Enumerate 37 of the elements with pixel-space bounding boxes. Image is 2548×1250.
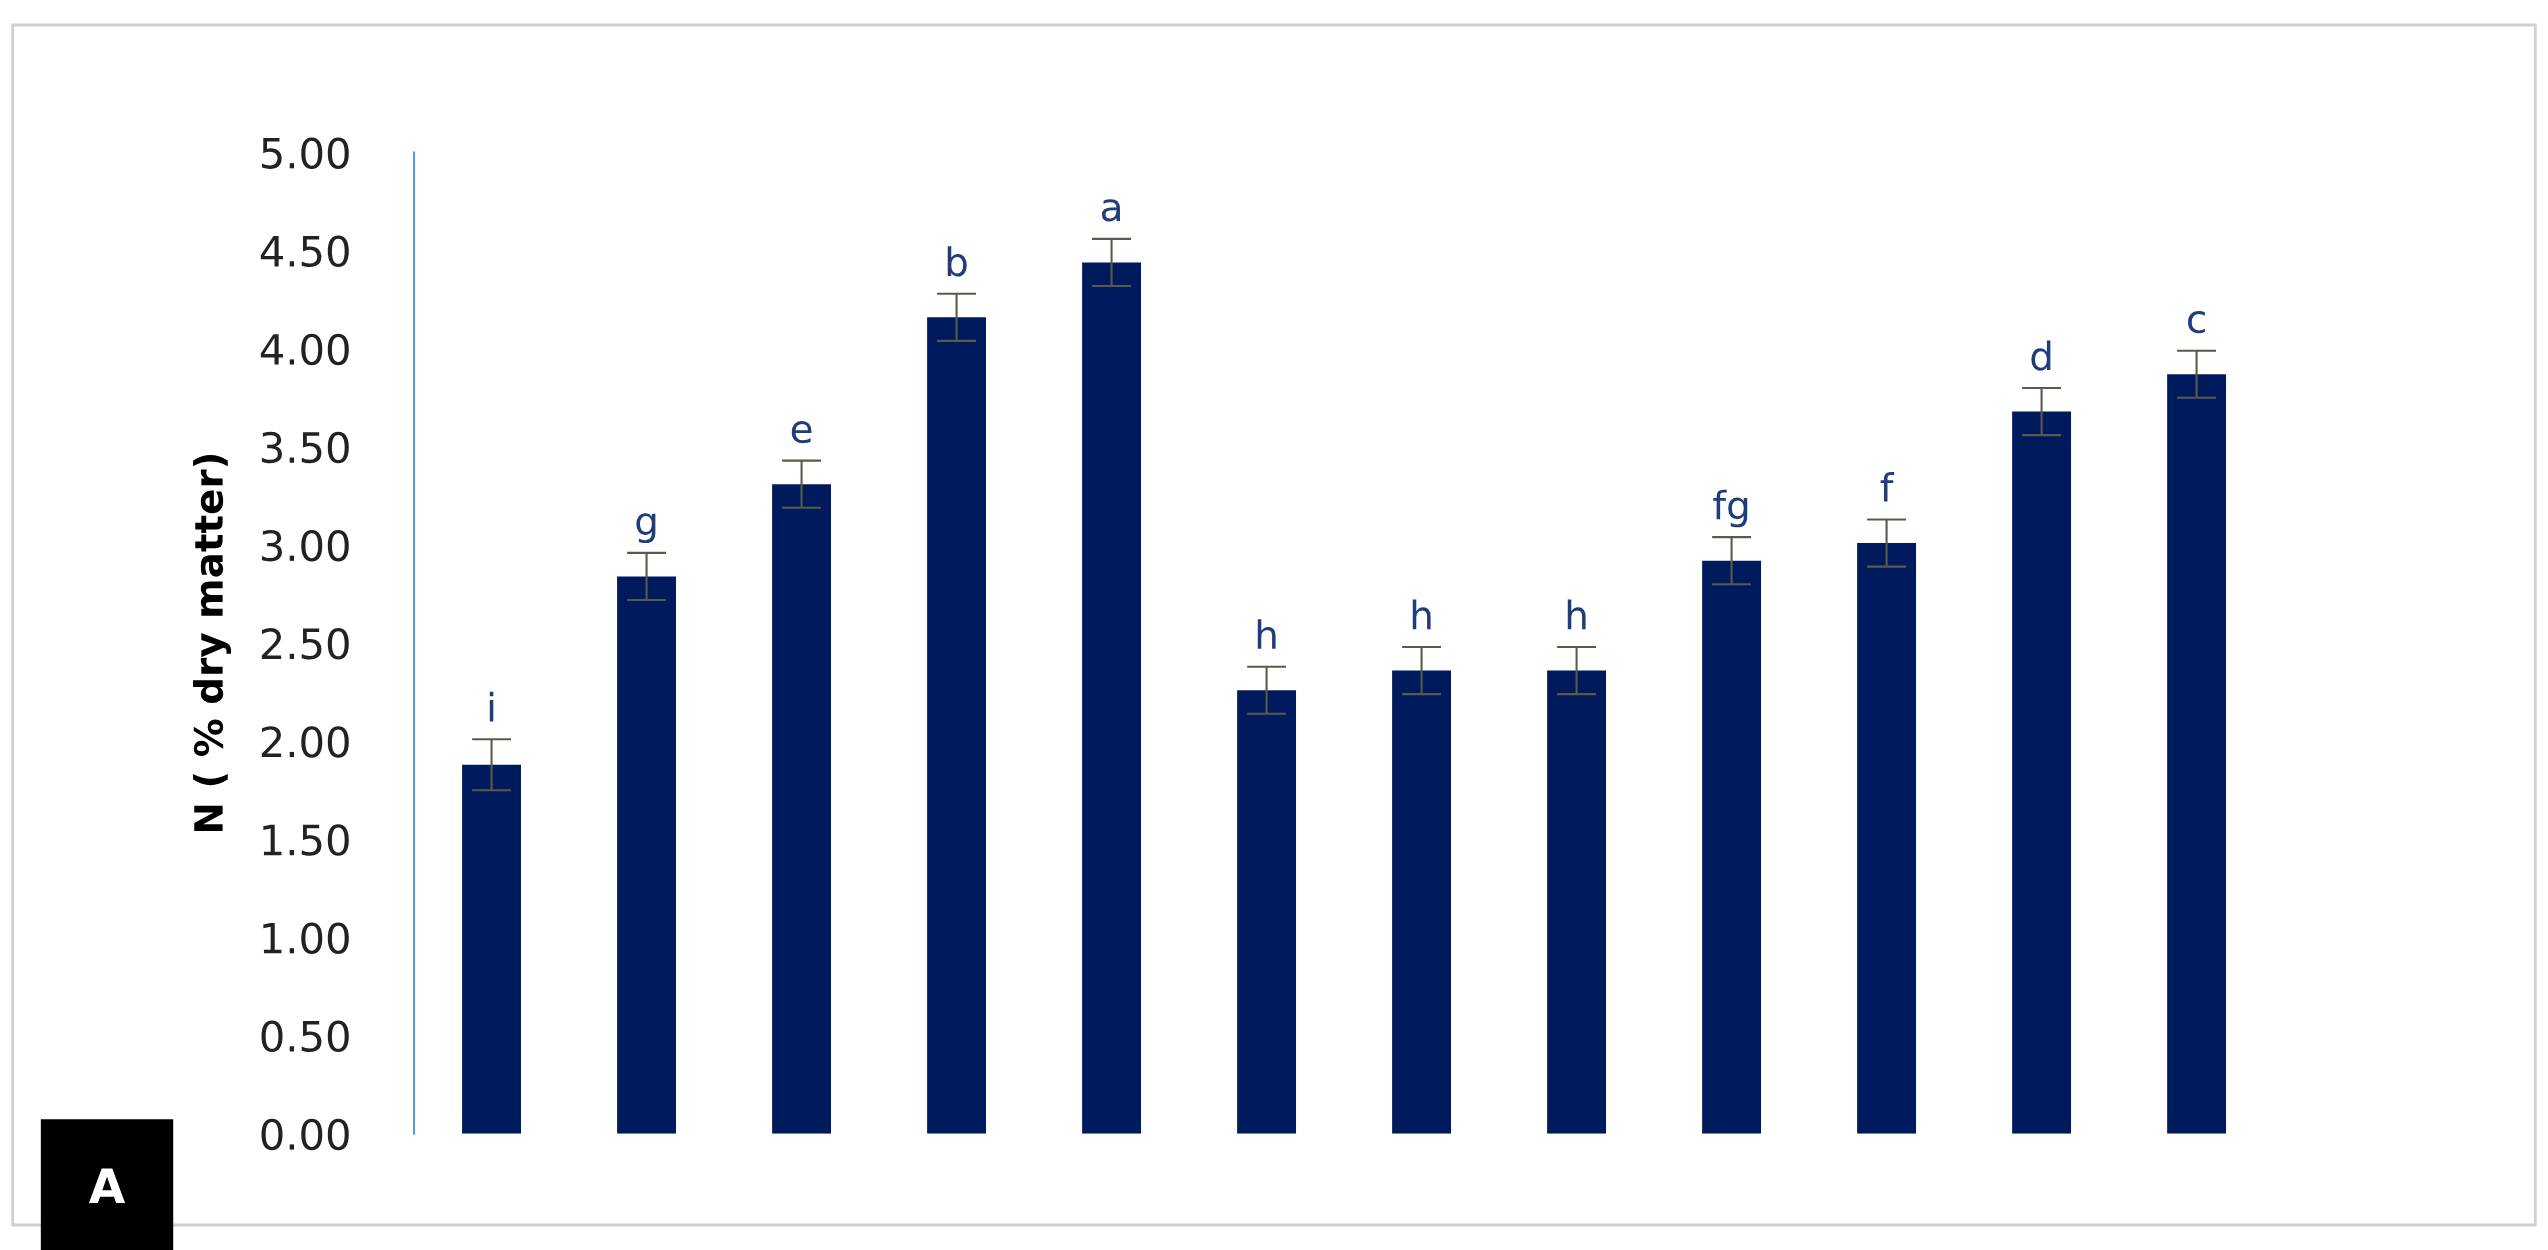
- data-label: f: [1880, 472, 1895, 502]
- data-label: g: [636, 513, 656, 544]
- bar: [927, 317, 987, 1134]
- y-tick-label: 2.00: [261, 726, 349, 758]
- data-label: a: [1101, 199, 1120, 222]
- data-label: h: [1567, 599, 1586, 630]
- y-tick-label: 4.50: [260, 235, 349, 268]
- data-label: e: [791, 420, 812, 444]
- y-tick-label: 1.00: [263, 922, 349, 954]
- bar: [1702, 560, 1762, 1134]
- data-label: d: [2031, 340, 2051, 371]
- bar: [772, 484, 832, 1134]
- bar: [2167, 374, 2227, 1134]
- bar: [2012, 411, 2072, 1134]
- text: A: [88, 1168, 126, 1204]
- y-tick-label: 0.00: [261, 1118, 349, 1151]
- y-tick-label: 4.00: [260, 333, 349, 366]
- data-label: i: [489, 691, 494, 722]
- data-label: h: [1257, 619, 1276, 649]
- bar: [462, 764, 521, 1134]
- bar: [1082, 262, 1142, 1134]
- y-tick-label: 5.00: [261, 137, 349, 169]
- bar: [1547, 670, 1607, 1134]
- data-label: b: [947, 246, 967, 277]
- y-tick-label: 1.50: [263, 824, 349, 856]
- data-label: c: [2188, 311, 2205, 334]
- y-axis-title: N ( % dry matter): [193, 454, 231, 832]
- y-tick-label: 2.50: [261, 628, 349, 660]
- y-tick-label: 3.50: [261, 431, 349, 464]
- bar: [1857, 543, 1917, 1134]
- bar: [1237, 690, 1297, 1134]
- bar: [617, 576, 677, 1134]
- y-tick-label: 3.00: [261, 529, 349, 562]
- y-tick-label: 0.50: [261, 1020, 349, 1053]
- data-label: h: [1412, 599, 1431, 630]
- bar: [1392, 670, 1452, 1134]
- data-label: fg: [1713, 489, 1748, 528]
